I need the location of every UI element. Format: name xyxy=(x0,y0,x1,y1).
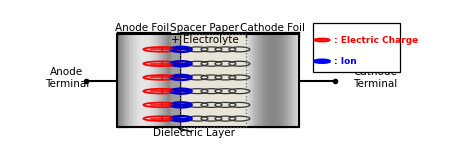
Bar xyxy=(252,34,253,127)
Bar xyxy=(154,34,155,127)
Bar xyxy=(147,34,148,127)
Bar xyxy=(164,34,166,127)
Bar xyxy=(151,34,153,127)
Bar xyxy=(153,34,154,127)
Bar xyxy=(162,34,163,127)
Bar xyxy=(297,34,299,127)
Bar xyxy=(257,34,258,127)
Bar xyxy=(274,34,275,127)
Bar xyxy=(248,34,249,127)
Bar xyxy=(266,34,267,127)
Text: Dielectric Layer: Dielectric Layer xyxy=(153,127,235,138)
Bar xyxy=(128,34,129,127)
Text: : Ion: : Ion xyxy=(334,57,356,66)
Bar xyxy=(258,34,259,127)
Bar xyxy=(278,34,279,127)
Bar xyxy=(133,34,134,127)
Bar xyxy=(155,34,157,127)
Bar xyxy=(276,34,278,127)
Bar xyxy=(141,34,142,127)
Bar xyxy=(180,34,246,127)
Bar xyxy=(135,34,137,127)
Bar xyxy=(253,34,254,127)
Bar xyxy=(291,34,292,127)
Bar xyxy=(168,34,170,127)
Bar xyxy=(134,34,135,127)
Text: : Electric Charge: : Electric Charge xyxy=(334,35,418,45)
Bar xyxy=(122,34,124,127)
Bar xyxy=(180,34,246,127)
Bar xyxy=(159,34,161,127)
Bar xyxy=(161,34,162,127)
Bar xyxy=(292,34,293,127)
Bar xyxy=(137,34,138,127)
Text: Cathode Foil: Cathode Foil xyxy=(240,23,305,33)
Bar xyxy=(125,34,126,127)
Bar xyxy=(138,34,140,127)
Bar xyxy=(150,34,151,127)
Bar xyxy=(158,34,159,127)
Bar xyxy=(273,34,274,127)
Bar xyxy=(295,34,296,127)
Bar xyxy=(145,34,146,127)
Bar xyxy=(261,34,262,127)
Bar xyxy=(289,34,291,127)
Bar xyxy=(249,34,250,127)
Bar xyxy=(287,34,288,127)
Bar xyxy=(144,34,145,127)
Bar xyxy=(132,34,133,127)
Bar xyxy=(256,34,257,127)
Text: Spacer Paper
+ Electrolyte: Spacer Paper + Electrolyte xyxy=(170,23,239,45)
Bar xyxy=(130,34,132,127)
Bar xyxy=(126,34,128,127)
Bar xyxy=(288,34,289,127)
Bar xyxy=(119,34,120,127)
Bar xyxy=(271,34,272,127)
Bar xyxy=(124,34,125,127)
Bar xyxy=(163,34,164,127)
Bar xyxy=(250,34,252,127)
Bar xyxy=(275,34,276,127)
Bar xyxy=(120,34,121,127)
Bar xyxy=(157,34,158,127)
Bar xyxy=(269,34,270,127)
Bar xyxy=(259,34,261,127)
Text: Anode
Terminal: Anode Terminal xyxy=(45,67,89,89)
Bar xyxy=(313,23,400,72)
Bar xyxy=(263,34,265,127)
Bar xyxy=(280,34,282,127)
Bar xyxy=(282,34,283,127)
Bar xyxy=(283,34,284,127)
Bar xyxy=(140,34,141,127)
Text: Cathode
Terminal: Cathode Terminal xyxy=(353,67,397,89)
Bar xyxy=(148,34,150,127)
Bar xyxy=(121,34,122,127)
Text: Anode Foil: Anode Foil xyxy=(115,23,170,33)
Bar xyxy=(293,34,295,127)
Bar xyxy=(142,34,144,127)
Bar xyxy=(265,34,266,127)
Bar xyxy=(262,34,263,127)
Bar xyxy=(167,34,168,127)
Bar xyxy=(284,34,286,127)
Bar xyxy=(270,34,271,127)
Bar xyxy=(146,34,147,127)
Bar xyxy=(296,34,297,127)
Bar xyxy=(279,34,280,127)
Bar xyxy=(117,34,119,127)
Bar xyxy=(117,34,299,127)
Bar xyxy=(267,34,269,127)
Bar xyxy=(254,34,256,127)
Bar xyxy=(286,34,287,127)
Bar xyxy=(129,34,130,127)
Bar xyxy=(246,34,248,127)
Bar xyxy=(166,34,167,127)
